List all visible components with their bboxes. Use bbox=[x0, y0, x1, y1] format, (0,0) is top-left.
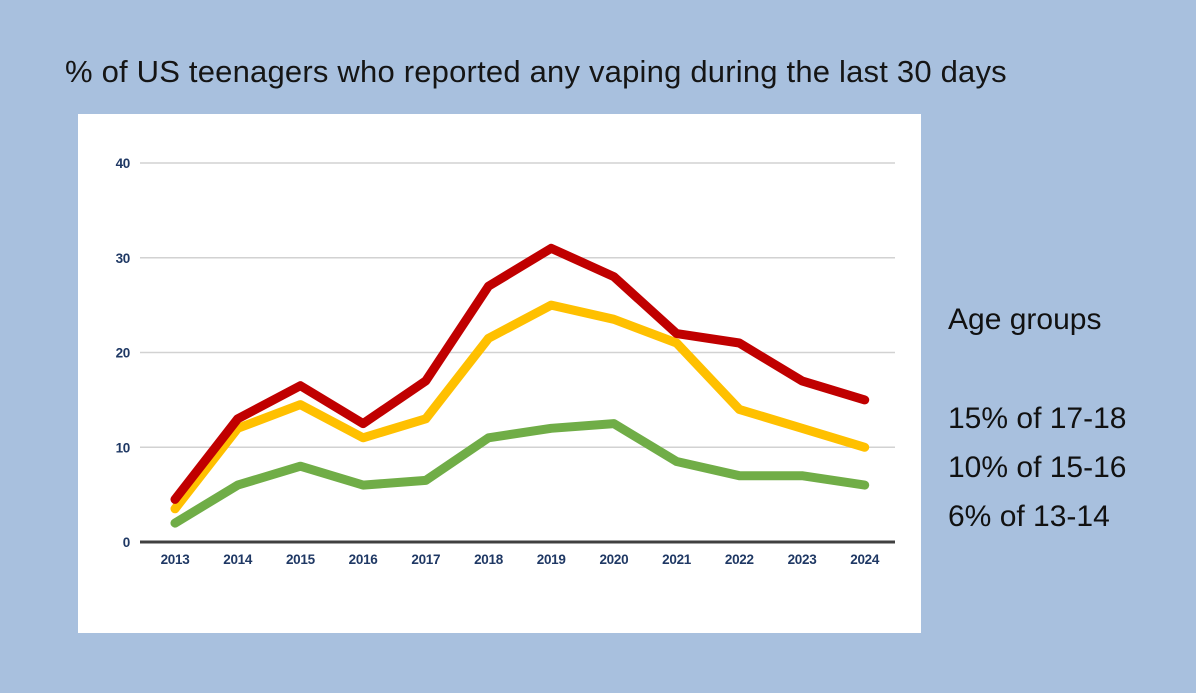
vaping-line-chart: 0 10 20 30 40 2013 2014 2015 2016 2017 2018 2019 202… bbox=[116, 156, 895, 567]
x-axis-tick-2021: 2021 bbox=[662, 552, 692, 567]
y-axis-tick-30: 30 bbox=[116, 251, 130, 266]
line-age-15-16 bbox=[170, 300, 870, 514]
x-axis-tick-2018: 2018 bbox=[474, 552, 504, 567]
x-axis-tick-2016: 2016 bbox=[349, 552, 379, 567]
age-groups-heading: Age groups bbox=[948, 303, 1102, 336]
age-groups-panel: Age groups 15% of 17-18 10% of 15-16 6% … bbox=[948, 303, 1126, 541]
y-axis-tick-10: 10 bbox=[116, 440, 130, 455]
x-axis-tick-2022: 2022 bbox=[725, 552, 754, 567]
age-group-entry-15-16: 10% of 15-16 bbox=[948, 451, 1127, 484]
line-age-13-14 bbox=[170, 419, 870, 528]
chart-title: % of US teenagers who reported any vapin… bbox=[65, 54, 1007, 89]
x-axis-tick-2020: 2020 bbox=[599, 552, 628, 567]
x-axis-tick-2015: 2015 bbox=[286, 552, 316, 567]
x-axis-tick-2023: 2023 bbox=[788, 552, 818, 567]
y-axis-tick-0: 0 bbox=[123, 535, 130, 550]
x-axis-tick-2024: 2024 bbox=[850, 552, 880, 567]
x-axis-tick-2019: 2019 bbox=[537, 552, 566, 567]
age-groups-list: 15% of 17-18 10% of 15-16 6% of 13-14 bbox=[948, 394, 1126, 541]
y-axis-tick-40: 40 bbox=[116, 156, 130, 171]
age-group-entry-17-18: 15% of 17-18 bbox=[948, 402, 1127, 435]
x-axis-tick-2014: 2014 bbox=[223, 552, 253, 567]
age-group-entry-13-14: 6% of 13-14 bbox=[948, 500, 1110, 533]
chart-panel: 0 10 20 30 40 2013 2014 2015 2016 2017 2018 2019 202… bbox=[78, 114, 921, 633]
x-axis-tick-2013: 2013 bbox=[161, 552, 191, 567]
x-axis-tick-2017: 2017 bbox=[411, 552, 440, 567]
y-axis-tick-20: 20 bbox=[116, 346, 130, 361]
line-age-17-18 bbox=[170, 243, 870, 504]
